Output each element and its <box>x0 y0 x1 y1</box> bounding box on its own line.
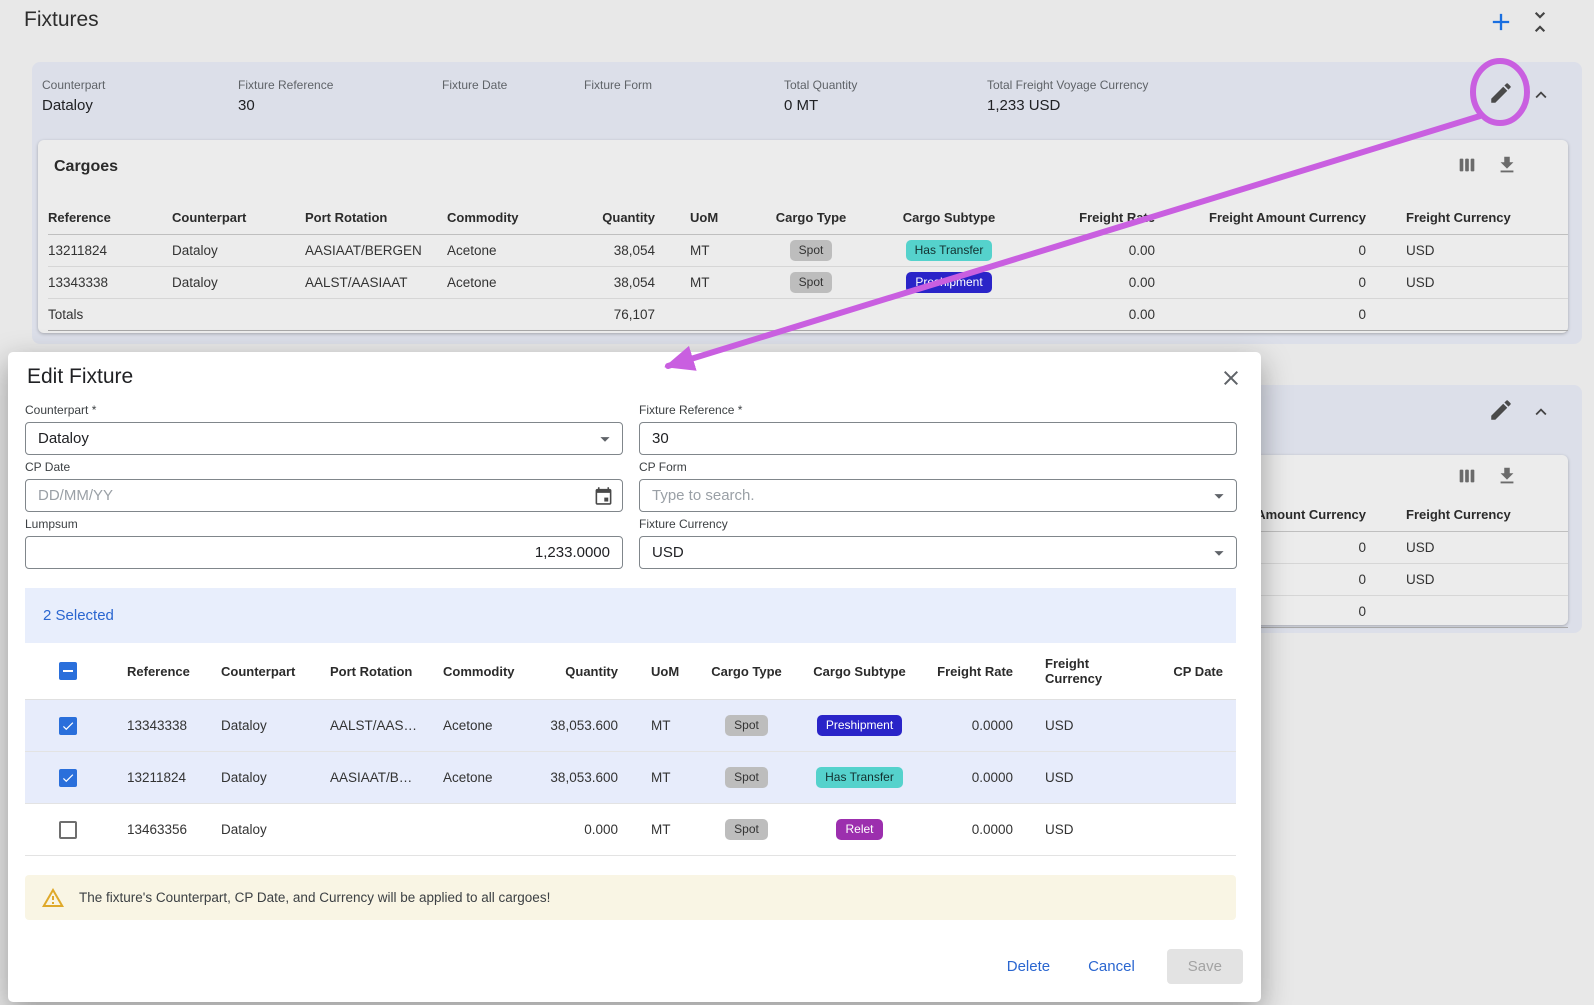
row-checkbox[interactable] <box>59 768 77 787</box>
download-button[interactable] <box>1496 465 1518 487</box>
modal-table-row[interactable]: 13211824 Dataloy AASIAAT/B… Acetone 38,0… <box>25 752 1236 804</box>
checkbox-indeterminate-icon <box>63 670 73 672</box>
selection-count: 2 Selected <box>43 607 114 624</box>
cp-form-input[interactable] <box>652 487 1224 504</box>
cp-form-field: CP Form <box>639 460 1237 512</box>
checkbox-checked-icon <box>62 773 74 782</box>
add-fixture-button[interactable] <box>1487 8 1515 36</box>
cargo-type-badge: Spot <box>725 819 768 840</box>
close-modal-button[interactable] <box>1219 366 1243 390</box>
warning-banner: The fixture's Counterpart, CP Date, and … <box>25 875 1236 920</box>
lumpsum-field: Lumpsum <box>25 517 623 569</box>
download-icon <box>1500 467 1514 484</box>
modal-footer: Delete Cancel Save <box>993 949 1243 984</box>
cargo-subtype-badge: Relet <box>836 819 883 840</box>
collapse-all-button[interactable] <box>1527 8 1553 36</box>
selection-banner: 2 Selected <box>25 588 1236 643</box>
warning-text: The fixture's Counterpart, CP Date, and … <box>79 890 551 905</box>
fixture-reference-field: Fixture Reference * <box>639 403 1237 455</box>
cargo-subtype-badge: Preshipment <box>816 715 903 736</box>
cp-date-field: CP Date <box>25 460 623 512</box>
edit-fixture-button[interactable] <box>1488 80 1514 106</box>
cargo-subtype-badge: Has Transfer <box>816 767 903 788</box>
modal-table-row[interactable]: 13463356 Dataloy 0.000 MT Spot Relet 0.0… <box>25 804 1236 856</box>
edit-fixture-2-button[interactable] <box>1488 397 1514 423</box>
modal-table-header: Reference Counterpart Port Rotation Comm… <box>25 643 1236 700</box>
summary-total-freight: Total Freight Voyage Currency 1,233 USD <box>987 78 1149 114</box>
chevron-up-icon <box>1535 408 1547 416</box>
edit-pencil-icon <box>1491 83 1511 103</box>
select-all-checkbox[interactable] <box>59 662 77 680</box>
summary-counterpart: Counterpart Dataloy <box>42 78 106 114</box>
columns-button[interactable] <box>1456 154 1478 176</box>
fixture-currency-field: Fixture Currency USD <box>639 517 1237 569</box>
cargoes-title: Cargoes <box>54 158 119 175</box>
collapse-panel-button[interactable] <box>1530 84 1552 106</box>
checkbox-checked-icon <box>62 721 74 730</box>
cargo-type-badge: Spot <box>725 767 768 788</box>
page-header: Fixtures <box>0 0 1594 56</box>
lumpsum-input[interactable] <box>38 544 610 561</box>
modal-title: Edit Fixture <box>27 365 134 388</box>
totals-row: Totals 76,107 0.00 0 <box>48 299 1568 331</box>
collapse-all-icon <box>1534 12 1546 32</box>
columns-icon <box>1459 158 1475 172</box>
summary-fixture-reference: Fixture Reference 30 <box>238 78 334 114</box>
fixture-panel: Counterpart Dataloy Fixture Reference 30… <box>32 62 1582 344</box>
table-row[interactable]: 13211824 Dataloy AASIAAT/BERGEN Acetone … <box>48 235 1568 267</box>
close-icon <box>1224 371 1238 385</box>
cargo-type-badge: Spot <box>789 240 833 261</box>
dropdown-caret-icon <box>1214 550 1224 556</box>
counterpart-select[interactable]: Dataloy <box>25 422 623 455</box>
download-icon <box>1500 156 1514 173</box>
download-button[interactable] <box>1496 154 1518 176</box>
row-checkbox[interactable] <box>59 716 77 735</box>
chevron-up-icon <box>1535 91 1547 99</box>
edit-fixture-modal: Edit Fixture Counterpart * Dataloy Fixtu… <box>8 352 1261 1002</box>
modal-table-row[interactable]: 13343338 Dataloy AALST/AAS… Acetone 38,0… <box>25 700 1236 752</box>
cargoes-card: Cargoes Reference Counterpart Port Rotat… <box>38 140 1568 333</box>
calendar-icon[interactable] <box>594 486 613 505</box>
fixture-reference-input[interactable] <box>652 430 1224 447</box>
cargo-subtype-badge: Has Transfer <box>905 240 993 261</box>
cargoes-table-header: Reference Counterpart Port Rotation Comm… <box>48 200 1568 235</box>
summary-fixture-date: Fixture Date <box>442 78 508 92</box>
collapse-panel-2-button[interactable] <box>1530 401 1552 423</box>
delete-button[interactable]: Delete <box>993 950 1064 983</box>
dropdown-caret-icon <box>600 436 610 442</box>
row-checkbox[interactable] <box>59 820 77 839</box>
cargoes-table: Reference Counterpart Port Rotation Comm… <box>38 200 1568 331</box>
counterpart-field: Counterpart * Dataloy <box>25 403 623 455</box>
add-icon <box>1492 13 1510 31</box>
cargo-type-badge: Spot <box>789 272 833 293</box>
cargo-type-badge: Spot <box>725 715 768 736</box>
cp-date-input[interactable] <box>38 487 610 504</box>
edit-pencil-icon <box>1491 400 1511 420</box>
fixture-summary: Counterpart Dataloy Fixture Reference 30… <box>32 62 1582 114</box>
dropdown-caret-icon <box>1214 493 1224 499</box>
summary-total-quantity: Total Quantity 0 MT <box>784 78 858 114</box>
cancel-button[interactable]: Cancel <box>1074 950 1149 983</box>
page-title: Fixtures <box>24 8 99 31</box>
columns-button[interactable] <box>1456 465 1478 487</box>
columns-icon <box>1459 469 1475 483</box>
save-button[interactable]: Save <box>1166 949 1243 984</box>
table-row[interactable]: 13343338 Dataloy AALST/AASIAAT Acetone 3… <box>48 267 1568 299</box>
modal-cargo-table: Reference Counterpart Port Rotation Comm… <box>25 643 1236 856</box>
fixture-currency-select[interactable]: USD <box>639 536 1237 569</box>
summary-fixture-form: Fixture Form <box>584 78 653 92</box>
cargo-subtype-badge: Preshipment <box>906 272 992 293</box>
warning-icon <box>42 887 64 907</box>
